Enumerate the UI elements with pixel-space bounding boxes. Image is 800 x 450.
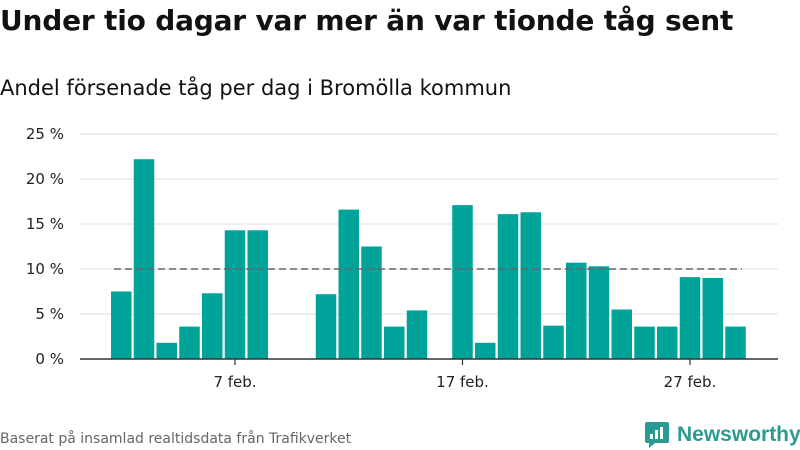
bar bbox=[679, 277, 701, 359]
x-tick-label: 27 feb. bbox=[664, 373, 717, 391]
bar bbox=[156, 342, 177, 359]
bar bbox=[452, 205, 473, 359]
bar bbox=[202, 293, 223, 359]
bar bbox=[497, 214, 519, 359]
bar bbox=[361, 246, 382, 359]
bar bbox=[384, 326, 405, 359]
bar bbox=[520, 212, 541, 359]
bar bbox=[247, 230, 268, 359]
y-tick-label: 25 % bbox=[26, 125, 64, 143]
brand-name: Newsworthy bbox=[677, 423, 800, 446]
bar bbox=[475, 342, 496, 359]
bar bbox=[179, 326, 200, 359]
bar bbox=[406, 310, 428, 359]
y-tick-label: 5 % bbox=[35, 305, 64, 323]
x-axis: 7 feb. 17 feb. 27 feb. bbox=[80, 358, 778, 391]
bar bbox=[657, 326, 678, 359]
bar bbox=[725, 326, 746, 359]
grid-lines bbox=[80, 133, 778, 315]
bar bbox=[315, 294, 337, 359]
y-tick-label: 20 % bbox=[26, 170, 64, 188]
chart-title: Under tio dagar var mer än var tionde tå… bbox=[0, 4, 734, 37]
y-tick-label: 15 % bbox=[26, 215, 64, 233]
bars bbox=[111, 159, 746, 359]
bar bbox=[338, 209, 359, 359]
y-tick-label: 10 % bbox=[26, 260, 64, 278]
bar bbox=[611, 309, 632, 359]
x-tick-label: 17 feb. bbox=[436, 373, 489, 391]
x-tick-label: 7 feb. bbox=[213, 373, 256, 391]
brand: Newsworthy bbox=[644, 420, 800, 450]
y-axis-labels: 0 % 5 % 10 % 15 % 20 % 25 % bbox=[26, 125, 64, 368]
bar bbox=[634, 326, 655, 359]
bar bbox=[702, 278, 723, 359]
bar bbox=[133, 159, 155, 359]
bar-chart: 0 % 5 % 10 % 15 % 20 % 25 % 7 feb. 17 feb. 27 f… bbox=[26, 125, 778, 391]
bar bbox=[111, 291, 132, 359]
bar bbox=[224, 230, 246, 359]
source-note: Baserat på insamlad realtidsdata från Tr… bbox=[0, 431, 352, 447]
chart-subtitle: Andel försenade tåg per dag i Bromölla k… bbox=[0, 76, 512, 100]
bar bbox=[588, 266, 610, 359]
y-tick-label: 0 % bbox=[35, 350, 64, 368]
newsworthy-logo-icon bbox=[645, 422, 669, 448]
bar bbox=[543, 325, 564, 359]
bar bbox=[566, 262, 587, 359]
